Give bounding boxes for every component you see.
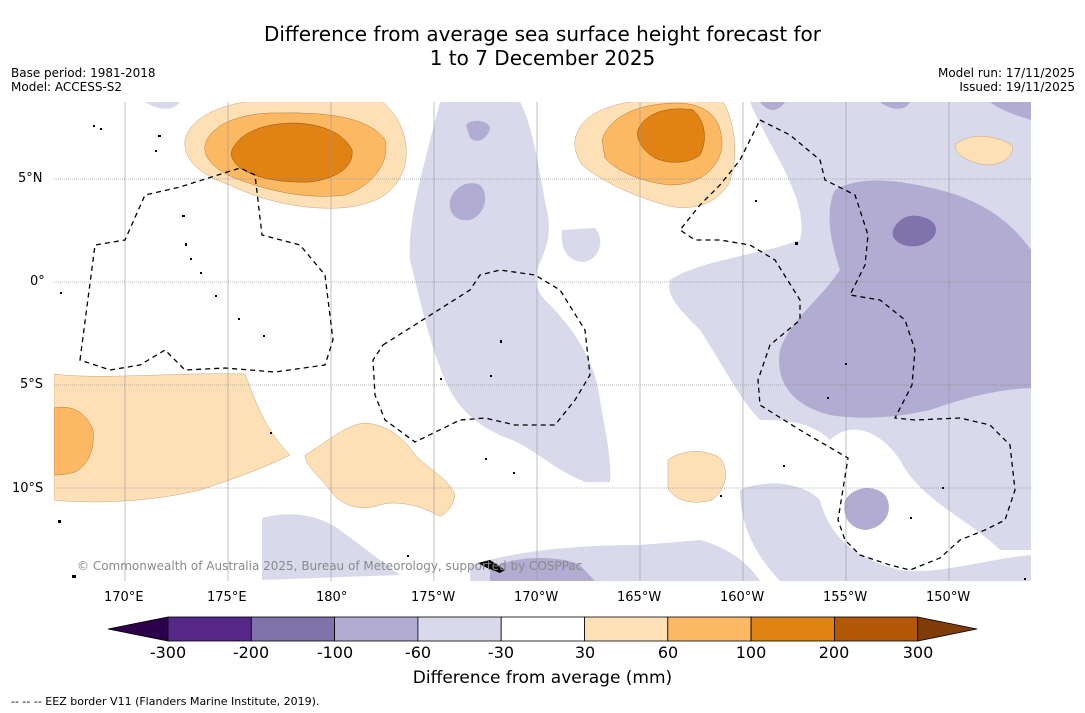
colorbar-tick: 300: [902, 643, 934, 662]
lon-label-180: 180°: [316, 590, 348, 605]
lon-label-170e: 170°E: [104, 590, 144, 605]
eez-legend-note: -- -- -- EEZ border V11 (Flanders Marine…: [11, 695, 320, 708]
issued-label: Issued: 19/11/2025: [959, 80, 1075, 94]
lat-label-0: 0°: [30, 274, 45, 289]
lon-label-175w: 175°W: [411, 590, 456, 605]
colorbar: [107, 616, 978, 642]
colorbar-bin: [250, 616, 336, 642]
positive-anomaly-strong-regions: [231, 108, 705, 183]
negative-anomaly-medium-regions: [449, 102, 1031, 581]
map-title-line1: Difference from average sea surface heig…: [263, 22, 822, 46]
map-plot-area: [54, 102, 1031, 581]
colorbar-tick: -300: [149, 643, 187, 662]
colorbar-tick: -60: [404, 643, 432, 662]
model-run-label: Model run: 17/11/2025: [937, 66, 1075, 80]
colorbar-bin: [334, 616, 419, 642]
lon-label-165w: 165°W: [617, 590, 662, 605]
colorbar-tick: 100: [735, 643, 767, 662]
copyright-notice: © Commonwealth of Australia 2025, Bureau…: [77, 559, 583, 573]
lon-label-175e: 175°E: [207, 590, 247, 605]
colorbar-tick: 60: [657, 643, 679, 662]
colorbar-bin: [167, 616, 252, 642]
map-title-line2: 1 to 7 December 2025: [429, 46, 656, 70]
eez-borders: [79, 119, 1016, 571]
colorbar-bin: [500, 616, 585, 642]
lat-label-10s: 10°S: [12, 481, 44, 496]
model-label: Model: ACCESS-S2: [11, 80, 123, 94]
map-meridians: [124, 102, 950, 581]
colorbar-bin: [667, 616, 752, 642]
colorbar-title: Difference from average (mm): [412, 668, 673, 688]
colorbar-tick: -100: [316, 643, 354, 662]
lon-label-155w: 155°W: [823, 590, 868, 605]
colorbar-bin: [417, 616, 502, 642]
colorbar-tick: 200: [818, 643, 850, 662]
lon-label-150w: 150°W: [926, 590, 971, 605]
lon-label-170w: 170°W: [514, 590, 559, 605]
map-gridlines: [54, 178, 1031, 489]
lat-label-5n: 5°N: [18, 171, 43, 186]
colorbar-extend-low: [107, 616, 169, 642]
island-markers: [58, 125, 1026, 580]
negative-anomaly-strong-regions: [892, 215, 937, 247]
lat-label-5s: 5°S: [20, 377, 44, 392]
colorbar-bin: [750, 616, 835, 642]
colorbar-tick: -30: [487, 643, 515, 662]
colorbar-tick: 30: [574, 643, 596, 662]
colorbar-extend-high: [917, 616, 978, 642]
colorbar-bin: [834, 616, 919, 642]
base-period-label: Base period: 1981-2018: [11, 66, 156, 80]
colorbar-bin: [584, 616, 669, 642]
lon-label-160w: 160°W: [720, 590, 765, 605]
colorbar-tick: -200: [232, 643, 270, 662]
